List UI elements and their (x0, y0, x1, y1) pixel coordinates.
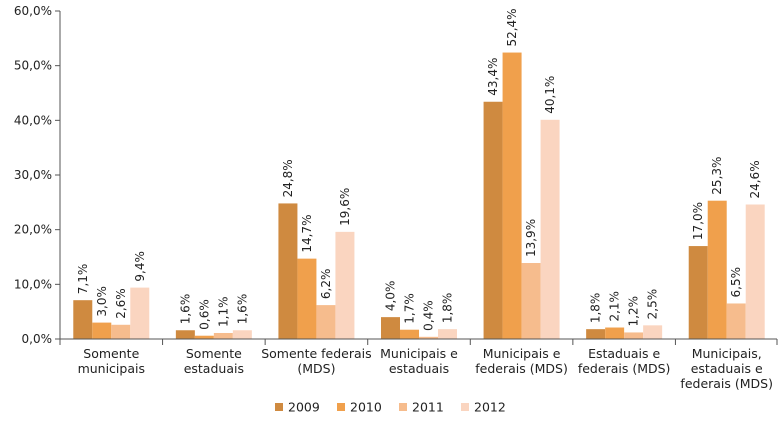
bar-2010 (297, 258, 317, 339)
x-category-label: Somente estaduais (184, 346, 244, 376)
y-axis: 0,0% 10,0% 20,0% 30,0% 40,0% 50,0% 60,0% (14, 4, 61, 346)
data-label: 1,1% (216, 296, 230, 327)
data-label: 1,6% (235, 294, 249, 325)
bar-2012 (745, 204, 765, 339)
data-label: 19,6% (338, 188, 352, 226)
bar-2010 (605, 327, 625, 339)
legend-swatch-2009 (275, 403, 283, 411)
x-category-label: Somente federais (MDS) (261, 346, 371, 376)
bar-2011 (316, 305, 336, 339)
bar-2009 (278, 203, 298, 339)
bar-2012 (232, 330, 252, 339)
data-label: 2,6% (114, 288, 128, 319)
bar-2011 (521, 263, 541, 339)
legend-swatch-2011 (399, 403, 407, 411)
bar-2009 (381, 317, 400, 339)
data-label: 3,0% (95, 286, 109, 317)
data-label: 2,1% (608, 291, 622, 322)
x-category-label: Municipais e estaduais (380, 346, 458, 376)
x-category-label: Municipais e federais (MDS) (475, 346, 568, 376)
bar-2009 (483, 101, 503, 339)
bar-2012 (438, 329, 457, 339)
data-label: 17,0% (691, 202, 705, 240)
x-category-label: Somente municipais (78, 346, 145, 376)
bar-2012 (643, 325, 663, 339)
bar-2012 (540, 119, 560, 339)
y-tick-label: 10,0% (14, 277, 52, 291)
bar-2011 (419, 336, 438, 339)
x-category-label: Estaduais e federais (MDS) (578, 346, 671, 376)
bar-2012 (130, 287, 150, 339)
data-labels: 7,1% 1,6% 24,8% 4,0% 43,4% 1,8% 17,0% 3,0% 0,6% 1… (76, 8, 762, 330)
bar-2009 (688, 246, 708, 339)
bar-2011 (111, 324, 131, 339)
bar-2011 (726, 303, 746, 339)
data-label: 25,3% (710, 157, 724, 195)
legend-label-2010: 2010 (350, 400, 382, 415)
bar-2010 (502, 52, 522, 340)
data-label: 6,5% (729, 267, 743, 298)
data-label: 1,6% (178, 294, 192, 325)
data-label: 14,7% (300, 215, 314, 253)
legend-label-2012: 2012 (474, 400, 506, 415)
data-label: 24,6% (748, 160, 762, 198)
bar-2009 (586, 329, 606, 339)
bar-2012 (335, 231, 355, 339)
data-label: 9,4% (133, 251, 147, 282)
bar-2011 (213, 332, 233, 339)
data-label: 24,8% (281, 159, 295, 197)
legend: 2009 2010 2011 2012 (275, 400, 506, 415)
y-tick-label: 40,0% (14, 113, 52, 127)
y-tick-label: 30,0% (14, 168, 52, 182)
y-tick-label: 20,0% (14, 223, 52, 237)
data-label: 40,1% (543, 76, 557, 114)
data-label: 52,4% (505, 8, 519, 46)
legend-swatch-2010 (337, 403, 345, 411)
data-label: 0,6% (197, 299, 211, 330)
legend-swatch-2012 (461, 403, 469, 411)
bar-2010 (707, 200, 727, 339)
data-label: 2,5% (646, 289, 660, 320)
data-label: 1,2% (627, 296, 641, 327)
data-label: 13,9% (524, 219, 538, 257)
bar-2010 (92, 322, 112, 339)
data-label: 1,7% (403, 293, 417, 324)
data-label: 43,4% (486, 58, 500, 96)
legend-label-2011: 2011 (412, 400, 444, 415)
bars (73, 52, 765, 340)
y-tick-label: 50,0% (14, 59, 52, 73)
y-tick-label: 60,0% (14, 4, 52, 18)
x-axis: Somente municipais Somente estaduais Somente… (59, 338, 778, 391)
data-label: 7,1% (76, 264, 90, 295)
data-label: 1,8% (589, 293, 603, 324)
data-label: 1,8% (441, 293, 455, 324)
bar-2009 (175, 330, 195, 339)
bar-2009 (73, 300, 93, 339)
data-label: 0,4% (422, 300, 436, 331)
x-category-label: Municipais, estaduais e federais (MDS) (680, 346, 773, 391)
bar-2010 (194, 335, 214, 339)
legend-label-2009: 2009 (288, 400, 320, 415)
bar-2011 (624, 332, 644, 339)
data-label: 6,2% (319, 269, 333, 300)
bar-2010 (400, 329, 419, 339)
y-tick-label: 0,0% (22, 332, 53, 346)
data-label: 4,0% (384, 281, 398, 312)
